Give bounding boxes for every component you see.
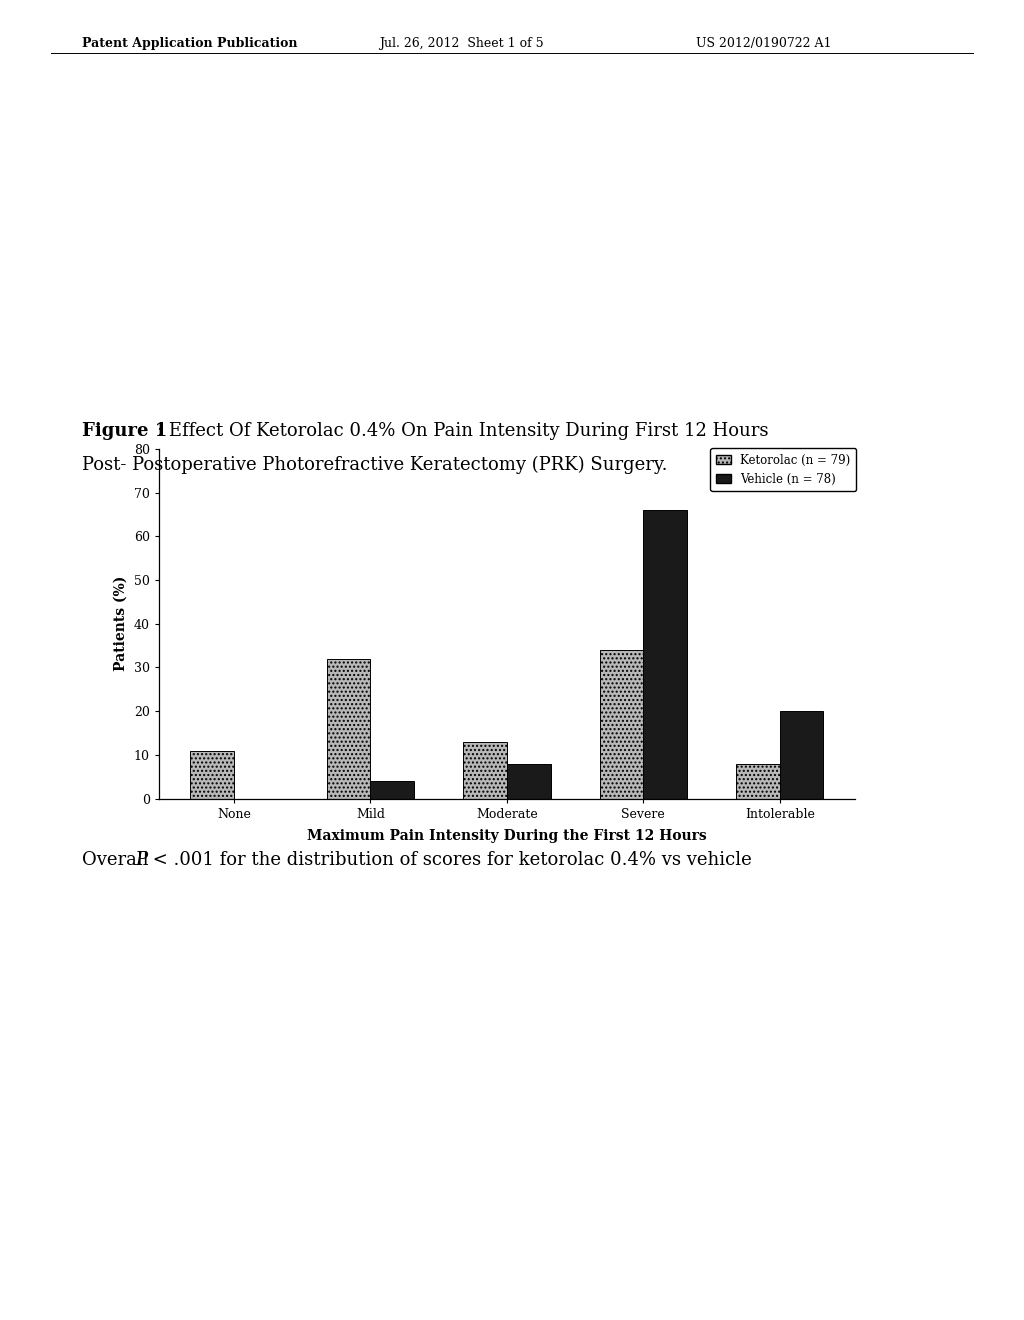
Bar [190,751,234,799]
Bar [779,711,823,799]
Text: < .001 for the distribution of scores for ketorolac 0.4% vs vehicle: < .001 for the distribution of scores fo… [147,851,753,870]
Text: Jul. 26, 2012  Sheet 1 of 5: Jul. 26, 2012 Sheet 1 of 5 [379,37,544,50]
Bar [327,659,371,799]
Text: Patent Application Publication: Patent Application Publication [82,37,297,50]
Bar [736,763,779,799]
Bar [371,781,414,799]
Bar [600,649,643,799]
Bar [463,742,507,799]
Text: Figure 1: Figure 1 [82,422,167,441]
X-axis label: Maximum Pain Intensity During the First 12 Hours: Maximum Pain Intensity During the First … [307,829,707,843]
Text: US 2012/0190722 A1: US 2012/0190722 A1 [696,37,831,50]
Y-axis label: Patients (%): Patients (%) [114,576,128,672]
Bar [507,763,551,799]
Text: : Effect Of Ketorolac 0.4% On Pain Intensity During First 12 Hours: : Effect Of Ketorolac 0.4% On Pain Inten… [157,422,768,441]
Legend: Ketorolac (n = 79), Vehicle (n = 78): Ketorolac (n = 79), Vehicle (n = 78) [711,447,856,491]
Text: Overall: Overall [82,851,155,870]
Text: Post- Postoperative Photorefractive Keratectomy (PRK) Surgery.: Post- Postoperative Photorefractive Kera… [82,455,668,474]
Bar [643,510,687,799]
Text: P: P [135,851,147,870]
